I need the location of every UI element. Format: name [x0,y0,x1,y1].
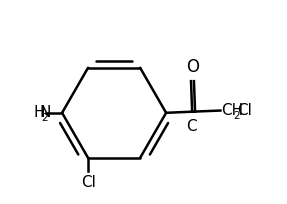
Text: O: O [186,58,199,76]
Text: CH: CH [222,102,244,117]
Text: C: C [186,119,196,133]
Text: Cl: Cl [237,102,252,117]
Text: H: H [34,105,45,120]
Text: N: N [40,105,51,120]
Text: 2: 2 [41,113,48,123]
Text: 2: 2 [233,111,240,121]
Text: Cl: Cl [81,174,96,189]
